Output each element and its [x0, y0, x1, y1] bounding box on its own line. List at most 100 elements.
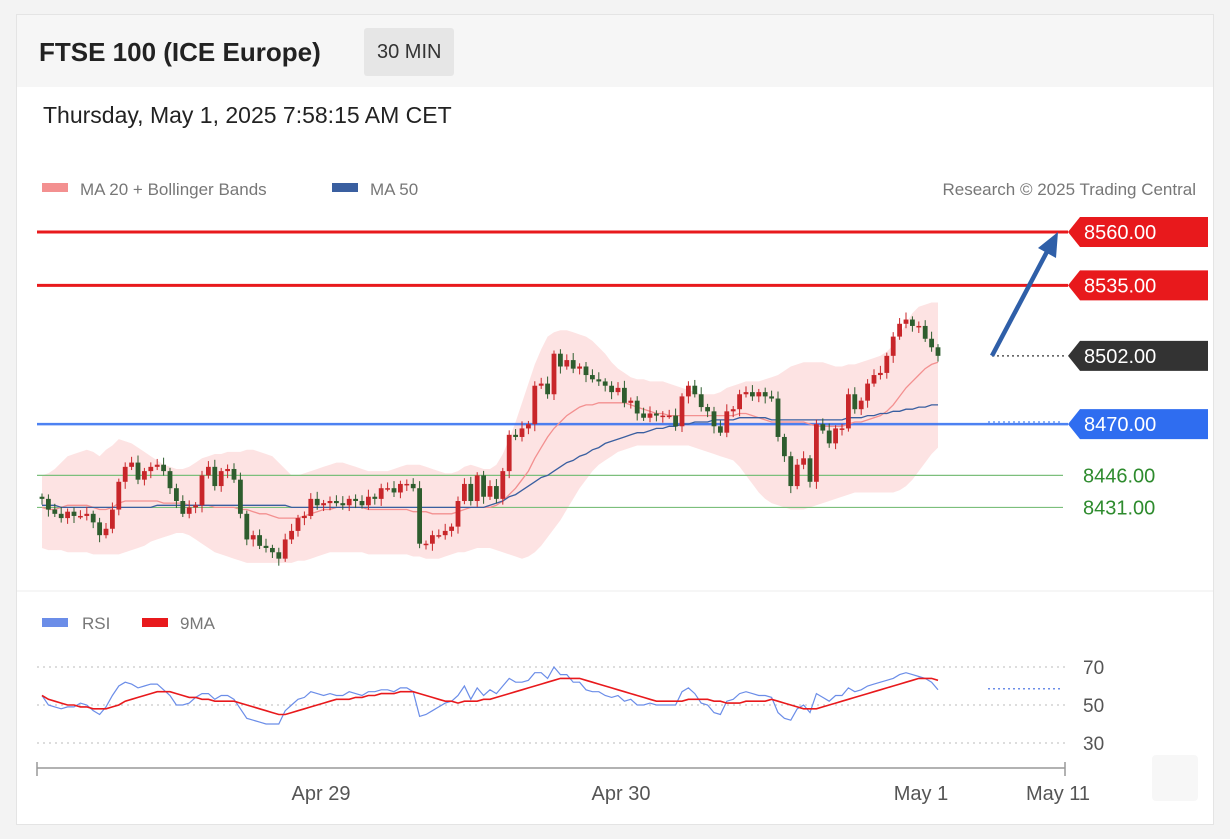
rsi-tick-label-50: 50: [1083, 696, 1104, 717]
ma20-legend-swatch: [42, 183, 68, 192]
candle-body: [97, 522, 102, 536]
candle-body: [148, 466, 154, 472]
candle-body: [858, 400, 864, 410]
level-label-8470: 8470.00: [1084, 414, 1156, 436]
candle-body: [52, 509, 58, 514]
candle-body: [103, 528, 109, 536]
candle-body: [167, 471, 173, 489]
rsi-legend-label: RSI: [82, 614, 110, 633]
level-label-8502: 8502.00: [1084, 346, 1156, 368]
candle-body: [865, 383, 870, 401]
candle-body: [769, 396, 774, 399]
candle-body: [116, 481, 122, 510]
candle-body: [206, 466, 211, 476]
candle-body: [590, 375, 595, 380]
candle-body: [238, 479, 243, 514]
candle-body: [58, 513, 64, 519]
candle-body: [257, 535, 262, 546]
candle-body: [737, 394, 742, 410]
candle-body: [225, 468, 230, 472]
candle-body: [161, 464, 166, 472]
candle-body: [705, 407, 710, 412]
instrument-title: FTSE 100 (ICE Europe): [39, 37, 321, 67]
candle-body: [276, 552, 282, 559]
candle-body: [282, 539, 288, 559]
candle-body: [686, 385, 691, 397]
candle-body: [468, 483, 474, 502]
candle-body: [916, 325, 922, 328]
candle-body: [270, 547, 275, 553]
candle-body: [404, 483, 410, 486]
candle-body: [39, 496, 45, 499]
candle-body: [647, 413, 653, 418]
candle-body: [839, 428, 845, 430]
ma50-line: [42, 404, 938, 509]
level-tag-8560: [1068, 217, 1208, 247]
candle-body: [622, 387, 627, 403]
candle-body: [596, 379, 602, 382]
candle-body: [142, 471, 147, 480]
candle-body: [449, 526, 454, 531]
candle-body: [526, 424, 531, 429]
candle-body: [673, 415, 678, 427]
target-arrow-shaft: [990, 244, 1052, 357]
level-label-8431: 8431.00: [1083, 497, 1155, 519]
candle-body: [551, 353, 557, 395]
candle-body: [218, 471, 224, 487]
candle-body: [564, 360, 570, 367]
candle-body: [366, 496, 371, 506]
candle-body: [513, 434, 518, 437]
candle-body: [110, 509, 115, 529]
candle-body: [410, 483, 416, 489]
rsi-legend-swatch: [42, 618, 68, 627]
candle-body: [532, 385, 538, 425]
chart-header: FTSE 100 (ICE Europe) 30 MIN: [17, 15, 1213, 87]
time-axis: Apr 29 Apr 30 May 1 May 11: [36, 762, 1090, 805]
candle-body: [84, 513, 90, 516]
price-panel: 8560.00 8535.00 8502.00 8470.00 8446.00 8431.…: [37, 217, 1208, 566]
candle-body: [462, 483, 467, 502]
candle-body: [250, 535, 256, 540]
candle-body: [910, 319, 915, 326]
candle-body: [346, 498, 352, 506]
candle-body: [481, 475, 486, 497]
bollinger-band: [42, 302, 938, 563]
x-tick-label-0: Apr 29: [292, 783, 351, 805]
chart-card: FTSE 100 (ICE Europe) 30 MIN Thursday, M…: [16, 14, 1214, 825]
candle-body: [890, 336, 896, 356]
x-tick-label-1: Apr 30: [592, 783, 651, 805]
candle-body: [308, 498, 314, 516]
candle-body: [500, 471, 506, 499]
candle-body: [692, 385, 698, 395]
candle-body: [602, 381, 608, 386]
candle-body: [922, 325, 928, 339]
rsi-line: [41, 665, 939, 725]
candle-body: [814, 424, 819, 482]
candle-body: [698, 394, 704, 408]
candle-body: [782, 436, 787, 457]
level-tag-8470: [1068, 409, 1208, 440]
candle-body: [807, 458, 813, 482]
candle-body: [353, 498, 358, 502]
interval-button[interactable]: 30 MIN: [364, 28, 455, 76]
candle-body: [545, 383, 550, 395]
rsi-tick-label-30: 30: [1083, 734, 1104, 755]
candle-body: [852, 394, 858, 410]
candle-body: [660, 415, 666, 418]
candle-body: [423, 543, 429, 546]
candle-body: [244, 513, 250, 540]
candle-body: [129, 462, 134, 467]
candle-body: [487, 486, 493, 497]
candle-body: [78, 515, 83, 518]
candle-body: [570, 360, 576, 369]
research-credit: Research © 2025 Trading Central: [943, 180, 1197, 199]
candle-body: [519, 428, 525, 437]
candle-body: [193, 505, 198, 508]
candle-body: [903, 319, 909, 324]
scroll-top-button[interactable]: [1152, 755, 1198, 801]
level-tag-8535: [1068, 270, 1208, 301]
candle-body: [884, 355, 890, 373]
candle-body: [455, 501, 461, 527]
candle-body: [718, 426, 723, 433]
